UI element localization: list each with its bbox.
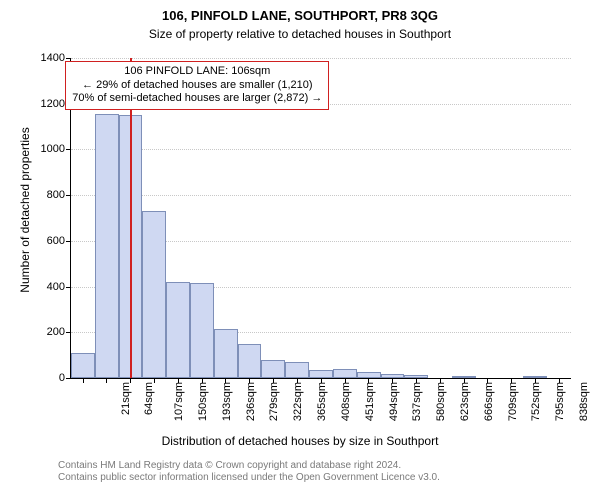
- xtick-label: 795sqm: [554, 382, 566, 421]
- xtick-label: 279sqm: [269, 382, 281, 421]
- annotation-line: ← 29% of detached houses are smaller (1,…: [72, 79, 322, 93]
- xtick-mark: [440, 378, 441, 383]
- xtick-mark: [464, 378, 465, 383]
- xtick-mark: [202, 378, 203, 383]
- xtick-label: 838sqm: [578, 382, 590, 421]
- histogram-bar: [166, 282, 190, 378]
- x-axis-label: Distribution of detached houses by size …: [0, 434, 600, 448]
- histogram-bar: [285, 362, 309, 378]
- xtick-mark: [178, 378, 179, 383]
- xtick-label: 107sqm: [173, 382, 185, 421]
- annotation-line: 70% of semi-detached houses are larger (…: [72, 92, 322, 106]
- xtick-label: 150sqm: [197, 382, 209, 421]
- xtick-label: 451sqm: [364, 382, 376, 421]
- ytick-label: 200: [47, 326, 71, 338]
- gridline: [71, 58, 571, 59]
- chart-plot-area: 020040060080010001200140021sqm64sqm107sq…: [70, 58, 571, 379]
- footer-line-2: Contains public sector information licen…: [58, 472, 440, 484]
- xtick-label: 709sqm: [507, 382, 519, 421]
- xtick-mark: [321, 378, 322, 383]
- xtick-label: 623sqm: [459, 382, 471, 421]
- xtick-mark: [416, 378, 417, 383]
- xtick-mark: [154, 378, 155, 383]
- xtick-mark: [273, 378, 274, 383]
- xtick-mark: [392, 378, 393, 383]
- xtick-mark: [225, 378, 226, 383]
- ytick-label: 1000: [41, 143, 71, 155]
- ytick-label: 800: [47, 189, 71, 201]
- xtick-mark: [487, 378, 488, 383]
- xtick-mark: [249, 378, 250, 383]
- ytick-label: 600: [47, 235, 71, 247]
- xtick-label: 752sqm: [531, 382, 543, 421]
- histogram-bar: [214, 329, 238, 378]
- histogram-bar: [261, 360, 285, 378]
- xtick-label: 21sqm: [120, 382, 132, 415]
- xtick-mark: [130, 378, 131, 383]
- annotation-line: 106 PINFOLD LANE: 106sqm: [72, 65, 322, 79]
- y-axis-label: Number of detached properties: [18, 50, 32, 370]
- histogram-bar: [238, 344, 262, 378]
- xtick-label: 408sqm: [340, 382, 352, 421]
- xtick-label: 236sqm: [245, 382, 257, 421]
- histogram-bar: [71, 353, 95, 378]
- ytick-label: 0: [59, 372, 71, 384]
- xtick-mark: [83, 378, 84, 383]
- xtick-label: 537sqm: [411, 382, 423, 421]
- xtick-mark: [345, 378, 346, 383]
- xtick-mark: [535, 378, 536, 383]
- gridline: [71, 195, 571, 196]
- chart-title-main: 106, PINFOLD LANE, SOUTHPORT, PR8 3QG: [0, 8, 600, 23]
- histogram-bar: [333, 369, 357, 378]
- annotation-box: 106 PINFOLD LANE: 106sqm← 29% of detache…: [65, 61, 329, 110]
- footer-attribution: Contains HM Land Registry data © Crown c…: [58, 460, 440, 484]
- xtick-label: 64sqm: [143, 382, 155, 415]
- xtick-label: 322sqm: [292, 382, 304, 421]
- xtick-label: 494sqm: [388, 382, 400, 421]
- histogram-bar: [95, 114, 119, 378]
- xtick-label: 193sqm: [221, 382, 233, 421]
- xtick-label: 365sqm: [316, 382, 328, 421]
- xtick-mark: [368, 378, 369, 383]
- histogram-bar: [190, 283, 214, 378]
- xtick-mark: [297, 378, 298, 383]
- xtick-label: 580sqm: [435, 382, 447, 421]
- xtick-label: 666sqm: [483, 382, 495, 421]
- chart-title-sub: Size of property relative to detached ho…: [0, 27, 600, 41]
- ytick-label: 400: [47, 281, 71, 293]
- xtick-mark: [559, 378, 560, 383]
- histogram-bar: [309, 370, 333, 378]
- xtick-mark: [511, 378, 512, 383]
- histogram-bar: [142, 211, 166, 378]
- gridline: [71, 149, 571, 150]
- xtick-mark: [106, 378, 107, 383]
- footer-line-1: Contains HM Land Registry data © Crown c…: [58, 460, 440, 472]
